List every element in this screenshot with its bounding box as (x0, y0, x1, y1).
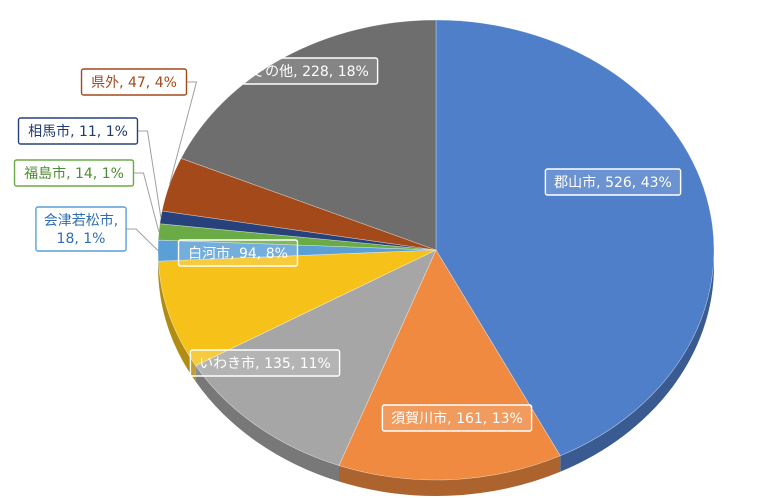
data-label-6: 相馬市, 11, 1% (28, 123, 128, 140)
data-label-box-3 (177, 239, 299, 267)
data-label-1: 須賀川市, 161, 13% (391, 410, 523, 427)
slice-2 (195, 249, 437, 466)
data-label-4: 会津若松市, 18, 1% (44, 212, 118, 247)
slice-1 (338, 249, 561, 481)
data-label-0: 郡山市, 526, 43% (554, 174, 672, 191)
slice-side-0 (560, 250, 714, 472)
slice-3 (158, 249, 437, 367)
data-label-box-5 (13, 159, 135, 187)
data-label-7: 県外, 47, 4% (91, 75, 177, 91)
slice-side-1 (338, 455, 561, 496)
data-label-5: 福島市, 14, 1% (24, 165, 124, 182)
data-label-box-2 (189, 349, 341, 377)
slice-0 (435, 19, 715, 457)
data-label-box-8 (241, 57, 379, 85)
leader-7 (169, 81, 198, 185)
data-labels: 郡山市, 526, 43% 須賀川市, 161, 13% いわき市, 135, 11… (13, 57, 682, 432)
data-label-box-4 (35, 206, 127, 252)
leader-lines (126, 81, 198, 251)
data-label-3: 白河市, 94, 8% (188, 245, 288, 262)
data-label-box-6 (17, 117, 139, 145)
data-label-8: その他, 228, 18% (251, 64, 369, 80)
leader-5 (133, 172, 160, 232)
leader-6 (137, 130, 162, 218)
slice-side-2 (195, 365, 339, 482)
leader-4 (126, 228, 159, 251)
data-label-2: いわき市, 135, 11% (199, 355, 331, 372)
data-label-box-0 (544, 168, 682, 196)
data-label-box-7 (80, 68, 188, 96)
data-label-box-1 (381, 404, 533, 432)
